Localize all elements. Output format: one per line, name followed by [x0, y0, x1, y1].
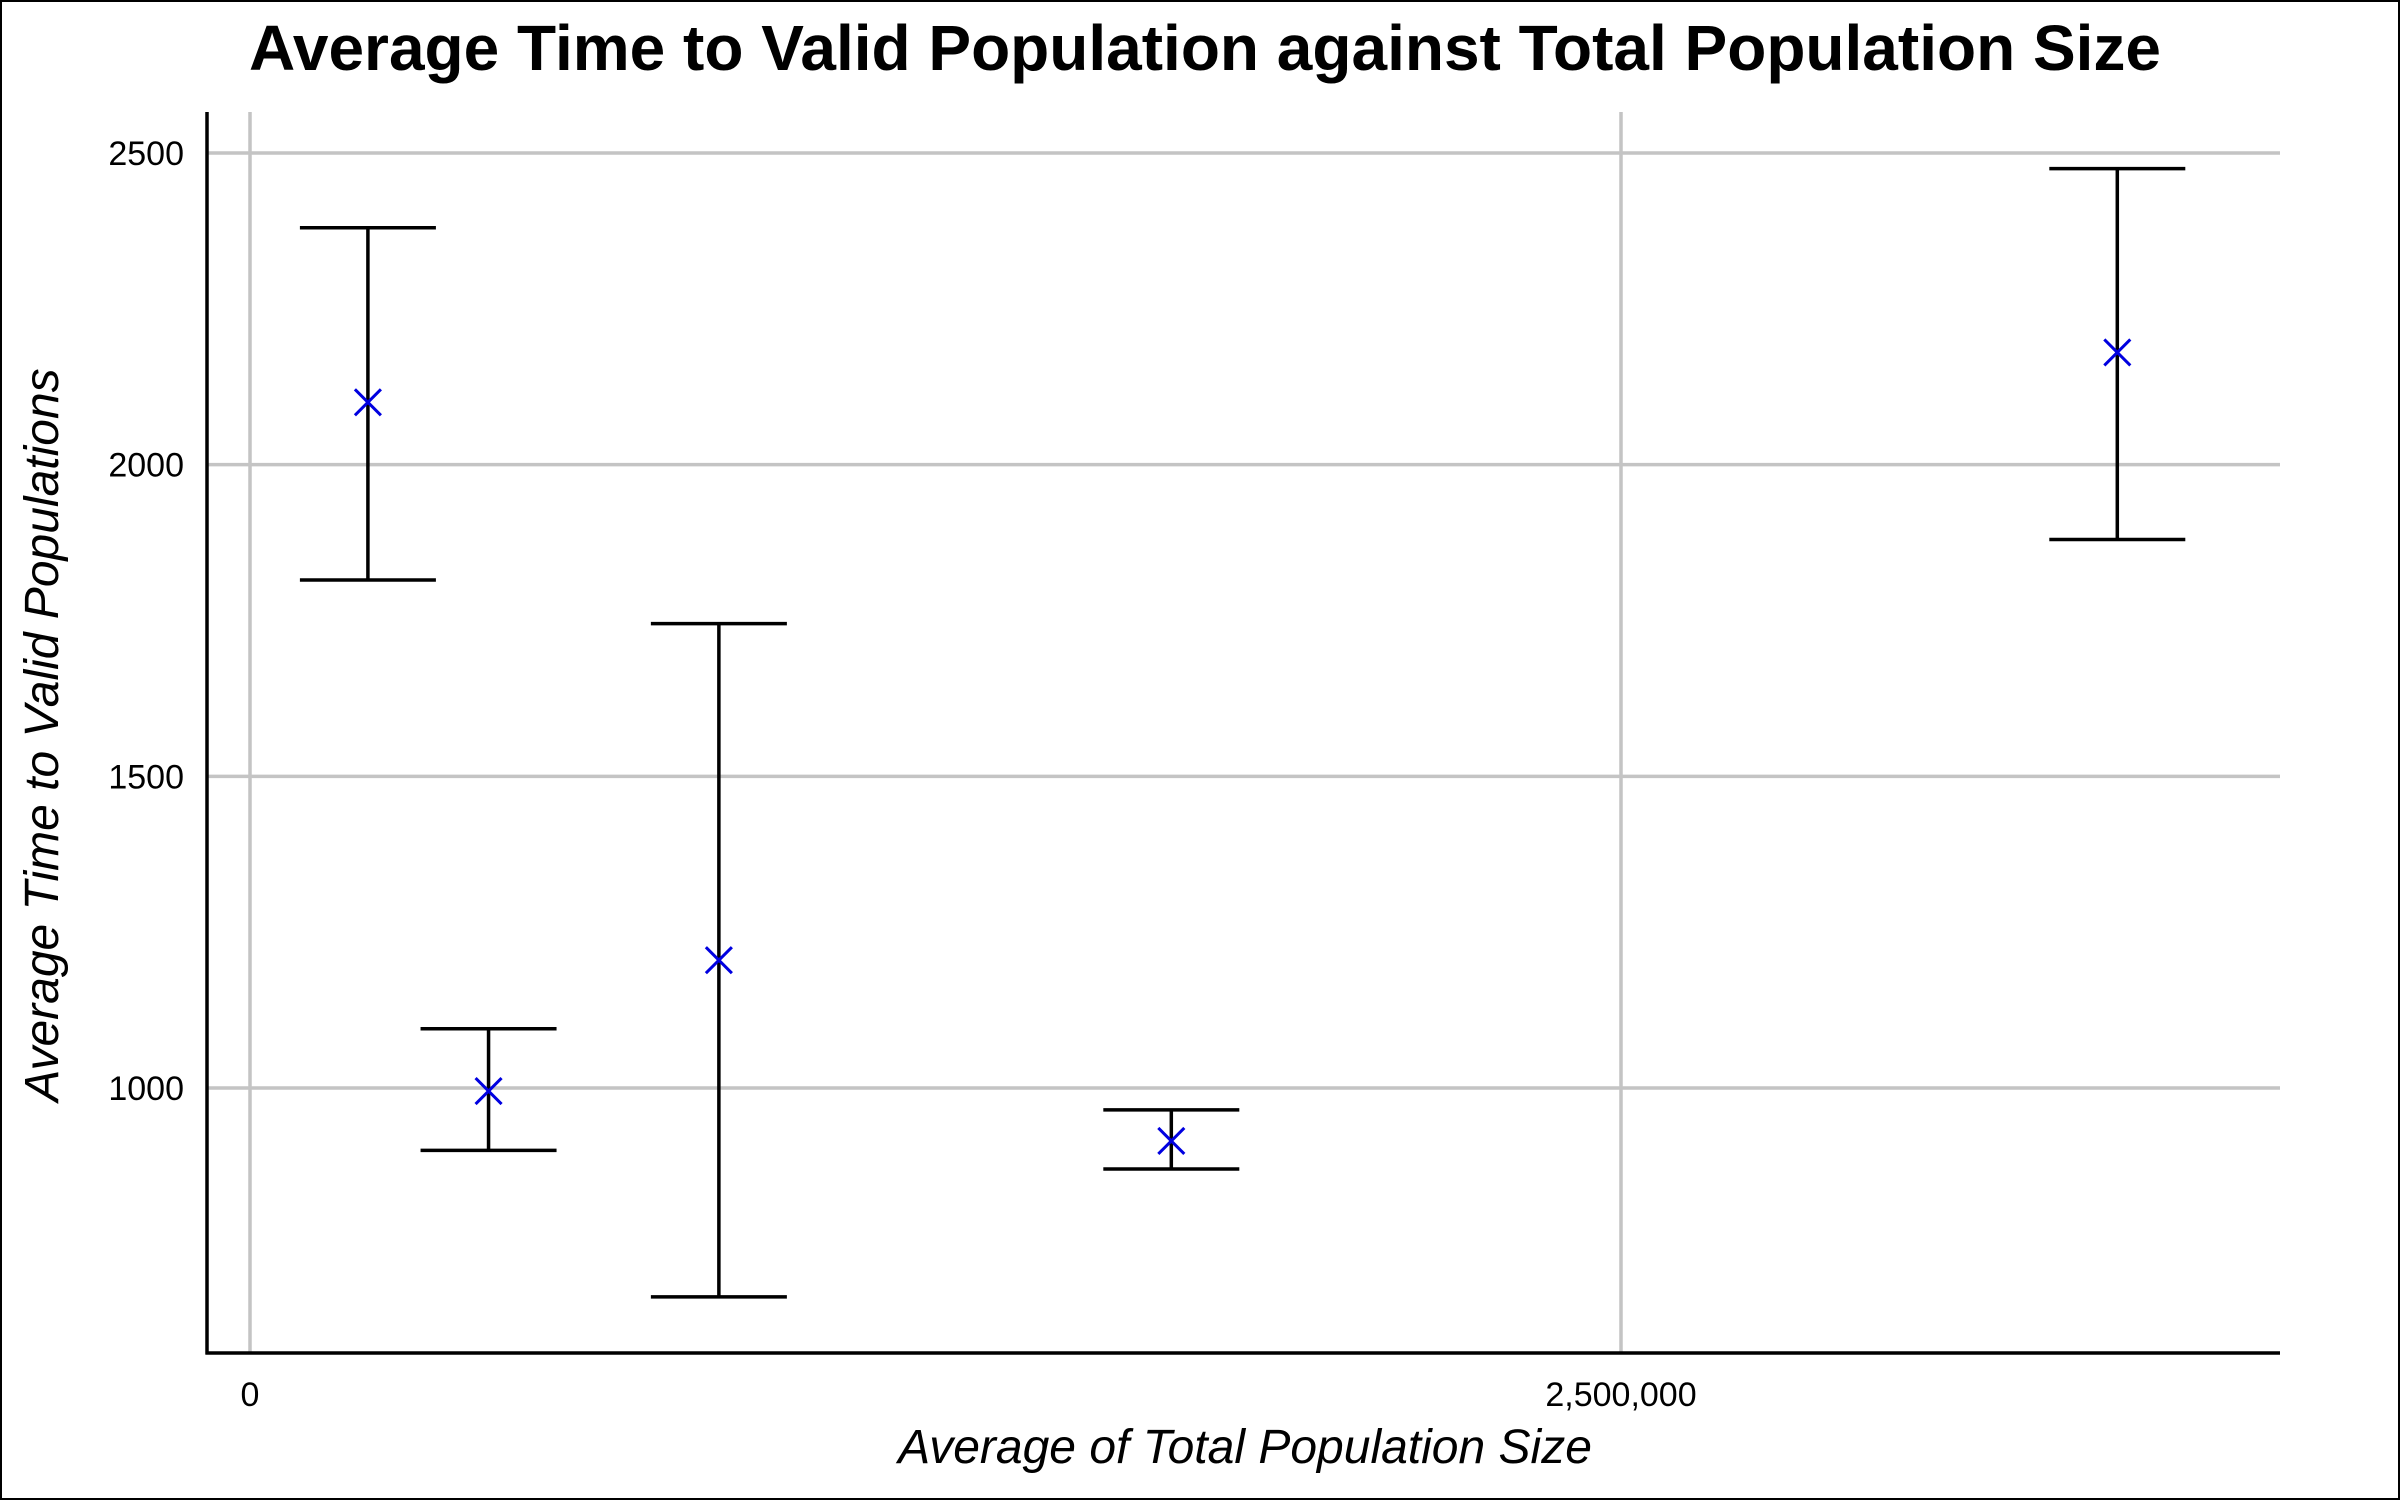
- tick-labels: 1000 1500 2000 2500 0 2,500,000: [108, 135, 1696, 1414]
- y-tick-label: 2000: [108, 447, 184, 485]
- data-point-marker: [1157, 1126, 1186, 1156]
- marker-stroke: [2103, 338, 2132, 367]
- x-tick-label: 0: [241, 1376, 260, 1414]
- marker-stroke: [353, 388, 382, 417]
- data-point-marker: [353, 388, 382, 417]
- marker-stroke: [474, 1077, 503, 1106]
- data-marks: [299, 166, 2186, 1299]
- y-tick-label: 2500: [108, 135, 184, 173]
- data-point-marker: [474, 1077, 503, 1106]
- axes: [205, 112, 2280, 1355]
- data-point-marker: [2103, 338, 2132, 367]
- chart-title: Average Time to Valid Population against…: [249, 12, 2161, 84]
- x-axis-label: Average of Total Population Size: [895, 1421, 1592, 1474]
- y-tick-label: 1500: [108, 758, 184, 796]
- marker-stroke: [1157, 1126, 1186, 1156]
- gridlines: [207, 112, 2280, 1353]
- y-tick-label: 1000: [108, 1070, 184, 1108]
- y-axis-label: Average Time to Valid Populations: [16, 368, 69, 1104]
- marker-stroke: [704, 946, 733, 975]
- data-point-marker: [704, 946, 733, 975]
- x-tick-label: 2,500,000: [1545, 1376, 1696, 1414]
